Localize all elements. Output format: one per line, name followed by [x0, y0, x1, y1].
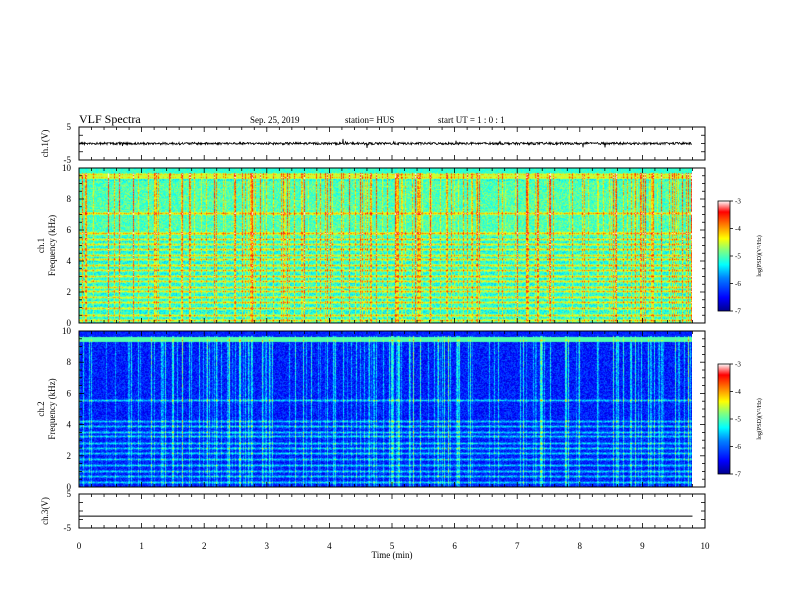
ch3-waveform-frame	[78, 493, 706, 529]
ch1-spectrogram-colorbar-tick-label: -6	[735, 280, 741, 288]
ch3-waveform-ylabel: ch.3(V)	[40, 497, 50, 525]
ch1-waveform-trace	[78, 138, 692, 148]
xtick-label: 0	[77, 541, 82, 551]
ch1-spectrogram-ytick-label: 0	[67, 318, 72, 328]
waveform-layer	[78, 138, 693, 517]
ch3-waveform-ytick-label: -5	[64, 523, 72, 533]
ch1-spectrogram-ytick-label: 4	[67, 256, 72, 266]
spectrogram-layer	[79, 168, 705, 487]
ch1-spectrogram-ytick-label: 6	[67, 225, 72, 235]
xtick-label: 8	[578, 541, 583, 551]
ch2-spectrogram-ytick-label: 10	[62, 326, 72, 336]
date-label: Sep. 25, 2019	[250, 115, 300, 125]
xtick-label: 3	[265, 541, 270, 551]
xtick-label: 5	[390, 541, 395, 551]
ch1-spectrogram-colorbar-tick-label: -3	[735, 198, 741, 206]
xtick-label: 6	[452, 541, 457, 551]
start-time-label: start UT = 1 : 0 : 1	[438, 115, 505, 125]
spectrogram-ch2-spectrogram	[79, 331, 705, 487]
x-axis-label: Time (min)	[372, 550, 413, 560]
ch2-spectrogram-colorbar-tick-label: -5	[735, 416, 741, 424]
ch2-spectrogram-ylabel: ch.2	[36, 401, 46, 416]
ch1-spectrogram-ylabel: ch.1	[36, 238, 46, 253]
ch1-waveform-ylabel: ch.1(V)	[40, 130, 50, 158]
axes-layer	[78, 126, 733, 529]
xtick-label: 7	[515, 541, 520, 551]
ch2-spectrogram-ytick-label: 2	[67, 451, 72, 461]
ch1-spectrogram-ytick-label: 2	[67, 287, 72, 297]
ch2-spectrogram-colorbar	[717, 363, 731, 475]
xtick-label: 1	[139, 541, 144, 551]
ch3-waveform-ytick-label: 5	[67, 489, 72, 499]
ch2-spectrogram-ytick-label: 6	[67, 388, 72, 398]
xtick-label: 2	[202, 541, 207, 551]
spectrogram-image	[79, 168, 692, 323]
ch2-spectrogram-colorbar-tick-label: -6	[735, 443, 741, 451]
ch1-spectrogram-ytick-label: 8	[67, 194, 72, 204]
ch2-spectrogram-ytick-label: 4	[67, 420, 72, 430]
ch2-spectrogram-colorbar-tick-label: -4	[735, 388, 741, 396]
spectrogram-image	[79, 331, 692, 487]
ch1-spectrogram-colorbar-tick-label: -5	[735, 253, 741, 261]
xtick-label: 9	[640, 541, 645, 551]
xtick-label: 10	[701, 541, 711, 551]
ch1-spectrogram-colorbar-tick-label: -4	[735, 225, 741, 233]
spectrogram-ch1-spectrogram	[79, 168, 705, 323]
ch1-waveform-ytick-label: 5	[67, 122, 72, 132]
ch2-spectrogram-colorbar-label: log(PSD)(V²/Hz)	[756, 398, 763, 439]
ch2-spectrogram-ytick-label: 8	[67, 357, 72, 367]
ch1-spectrogram-colorbar	[717, 200, 731, 312]
station-label: station= HUS	[345, 115, 395, 125]
ch2-spectrogram-ylabel: Frequency (kHz)	[47, 378, 57, 439]
ch2-spectrogram-colorbar-tick-label: -7	[735, 471, 741, 479]
ch2-spectrogram-ytick-label: 0	[67, 482, 72, 492]
ch2-spectrogram-colorbar-tick-label: -3	[735, 361, 741, 369]
ch1-spectrogram-ylabel: Frequency (kHz)	[47, 215, 57, 276]
xtick-label: 4	[327, 541, 332, 551]
ch1-spectrogram-ytick-label: 10	[62, 163, 72, 173]
ch1-spectrogram-colorbar-label: log(PSD)(V²/Hz)	[756, 235, 763, 276]
chart-title: VLF Spectra	[79, 112, 141, 126]
ch1-spectrogram-colorbar-tick-label: -7	[735, 308, 741, 316]
ch1-waveform-ytick-label: -5	[64, 155, 72, 165]
